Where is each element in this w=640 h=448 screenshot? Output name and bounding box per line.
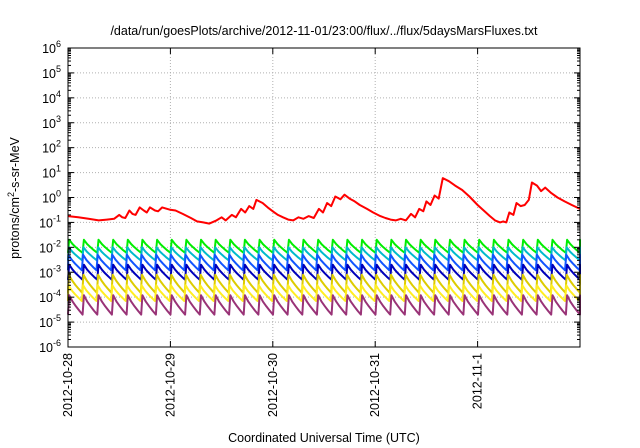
x-tick-label: 2012-10-31 [368, 353, 382, 417]
y-tick-label: 105 [42, 64, 61, 81]
x-tick-label: 2012-10-29 [163, 353, 177, 417]
series-line [67, 284, 581, 302]
y-axis-label: protons/cm2-s-sr-MeV [6, 136, 22, 258]
y-tick-label: 106 [42, 39, 61, 56]
y-tick-label: 104 [42, 89, 61, 106]
y-tick-label: 102 [42, 139, 61, 156]
y-tick-label: 10-1 [39, 213, 61, 230]
x-axis-label: Coordinated Universal Time (UTC) [228, 431, 420, 445]
y-tick-label: 10-5 [39, 313, 61, 330]
series-layer [67, 177, 581, 316]
y-tick-label: 100 [42, 189, 61, 206]
y-tick-label: 103 [42, 114, 61, 131]
y-tick-label: 10-6 [39, 338, 61, 355]
y-tick-label: 10-3 [39, 263, 61, 280]
x-tick-label: 2012-10-28 [61, 353, 75, 417]
x-tick-label: 2012-11-1 [471, 353, 485, 409]
y-tick-label: 10-4 [39, 288, 61, 305]
x-axis: 2012-10-28 2012-10-29 2012-10-30 2012-10-31… [61, 48, 485, 417]
grid-lines [68, 48, 580, 347]
series-line [67, 253, 581, 272]
x-tick-label: 2012-10-30 [266, 353, 280, 417]
series-line-red [67, 177, 581, 225]
chart-title: /data/run/goesPlots/archive/2012-11-01/2… [110, 24, 538, 38]
y-tick-label: 10-2 [39, 238, 61, 255]
y-tick-label: 101 [42, 164, 61, 181]
series-line [67, 294, 581, 316]
